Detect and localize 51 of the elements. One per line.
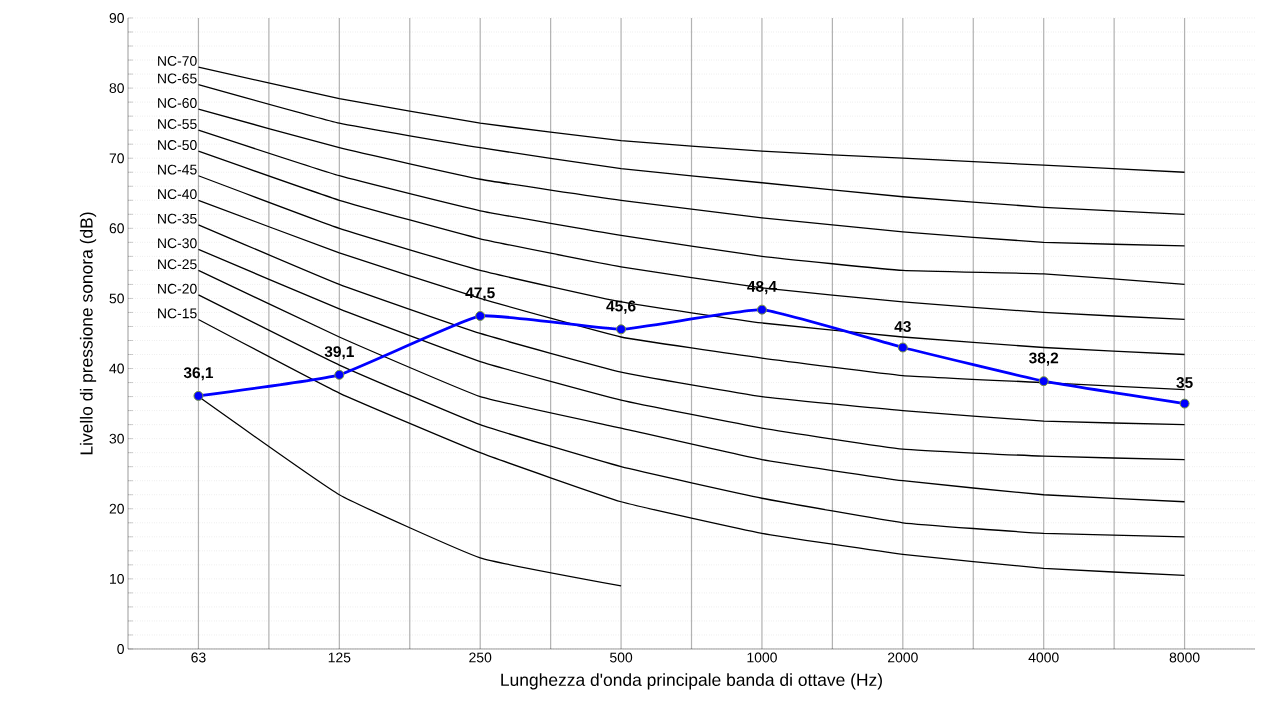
series-label: NC-35: [158, 213, 197, 224]
y-tick-label: 20: [109, 503, 124, 514]
line-series: [197, 150, 1186, 321]
point: [897, 342, 908, 353]
data-label: 47,5: [465, 287, 495, 301]
x-tick-label: 1000: [747, 652, 777, 663]
x-tick-label: 63: [191, 652, 206, 663]
x-tick-label: 500: [610, 652, 633, 663]
data-label: 38,2: [1029, 352, 1059, 366]
series-label: NC-55: [158, 119, 197, 129]
data-label: 43: [894, 321, 911, 332]
y-tick-label: 10: [110, 573, 124, 584]
x-tick-label: 2000: [888, 652, 918, 663]
y-axis-title: Livello di pressione sonora (dB): [79, 212, 97, 455]
data-label: 35: [1176, 377, 1193, 389]
series-label: NC-30: [158, 238, 197, 249]
point: [756, 304, 767, 315]
point: [193, 390, 204, 401]
data-label: 45,6: [606, 300, 636, 314]
line-series: [197, 108, 1186, 247]
y-tick-label: 50: [109, 293, 124, 304]
line-series: [197, 83, 1186, 215]
x-tick-label: 8000: [1169, 652, 1200, 663]
line-series: [197, 66, 1186, 173]
series-label: NC-60: [158, 98, 197, 108]
x-tick-label: 250: [469, 652, 492, 663]
y-tick-label: 90: [109, 13, 124, 23]
x-axis-title: Lunghezza d'onda principale banda di ottave (Hz): [501, 673, 882, 690]
series-label: NC-70: [158, 55, 197, 66]
series-label: NC-15: [158, 308, 197, 319]
series-label: NC-20: [158, 283, 197, 294]
y-tick-label: 0: [117, 644, 124, 654]
point: [616, 324, 627, 335]
series-label: NC-25: [158, 259, 197, 270]
point: [334, 369, 345, 380]
series-label: NC-65: [158, 73, 197, 84]
data-label: 39,1: [324, 346, 354, 360]
point: [1038, 376, 1049, 387]
x-tick-label: 125: [328, 652, 351, 663]
y-tick-label: 60: [109, 223, 124, 234]
y-tick-label: 70: [109, 153, 124, 164]
data-label: 36,1: [183, 367, 214, 381]
series-label: NC-45: [158, 164, 197, 175]
point: [475, 310, 486, 321]
y-tick-label: 30: [109, 433, 124, 444]
point: [1179, 398, 1190, 409]
series-label: NC-50: [158, 140, 197, 150]
x-tick-label: 4000: [1028, 652, 1059, 663]
y-tick-label: 80: [109, 83, 124, 94]
y-tick-label: 40: [109, 363, 124, 374]
series-label: NC-40: [158, 189, 197, 200]
